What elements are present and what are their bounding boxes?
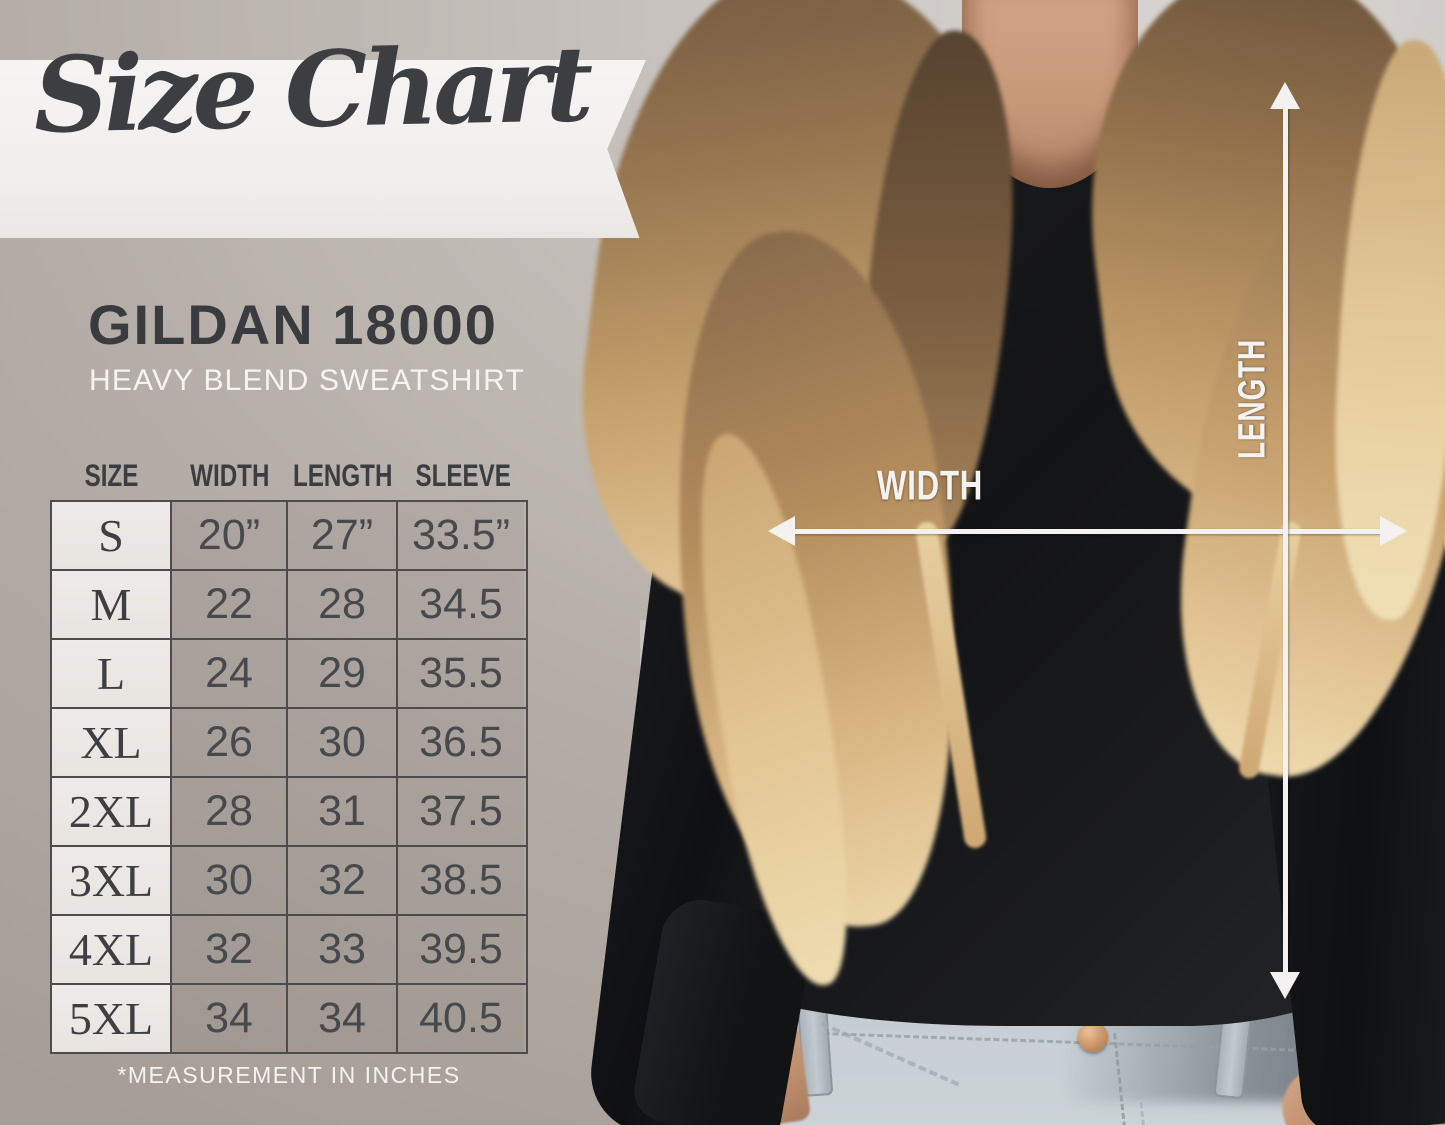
value-cell: 33 <box>288 916 398 983</box>
value-cell: 34 <box>172 985 288 1052</box>
value-cell: 32 <box>172 916 288 983</box>
value-cell: 34.5 <box>398 571 524 638</box>
model-photo <box>557 0 1445 1125</box>
length-arrow-line <box>1283 106 1288 974</box>
value-cell: 29 <box>288 640 398 707</box>
value-cell: 31 <box>288 778 398 845</box>
title-ribbon <box>0 60 646 238</box>
value-cell: 32 <box>288 847 398 914</box>
value-cell: 34 <box>288 985 398 1052</box>
length-arrowhead-bottom <box>1270 972 1300 999</box>
table-row: L 24 29 35.5 <box>52 638 526 707</box>
table-row: 5XL 34 34 40.5 <box>52 983 526 1052</box>
column-header: LENGTH <box>293 457 393 494</box>
value-cell: 24 <box>172 640 288 707</box>
measurement-footnote: *MEASUREMENT IN INCHES <box>117 1062 461 1088</box>
column-header: WIDTH <box>190 457 270 494</box>
size-table-header: SIZE WIDTH LENGTH SLEEVE <box>50 452 528 500</box>
value-cell: 40.5 <box>398 985 524 1052</box>
size-cell: 3XL <box>52 847 172 914</box>
value-cell: 30 <box>172 847 288 914</box>
value-cell: 30 <box>288 709 398 776</box>
value-cell: 28 <box>172 778 288 845</box>
width-arrowhead-left <box>768 516 795 546</box>
size-table: SIZE WIDTH LENGTH SLEEVE S 20” 27” 33.5” M 22 28 3… <box>50 452 528 1054</box>
value-cell: 22 <box>172 571 288 638</box>
size-cell: 5XL <box>52 985 172 1052</box>
value-cell: 27” <box>288 502 398 569</box>
table-row: 2XL 28 31 37.5 <box>52 776 526 845</box>
value-cell: 37.5 <box>398 778 524 845</box>
value-cell: 33.5” <box>398 502 524 569</box>
table-row: 4XL 32 33 39.5 <box>52 914 526 983</box>
column-header: SLEEVE <box>415 457 511 494</box>
width-measure-label: WIDTH <box>876 462 984 510</box>
value-cell: 38.5 <box>398 847 524 914</box>
value-cell: 20” <box>172 502 288 569</box>
value-cell: 35.5 <box>398 640 524 707</box>
table-row: XL 26 30 36.5 <box>52 707 526 776</box>
length-arrowhead-top <box>1270 82 1300 109</box>
width-arrowhead-right <box>1380 516 1407 546</box>
width-arrow-line <box>788 529 1386 534</box>
jeans-button <box>1078 1022 1108 1052</box>
size-cell: XL <box>52 709 172 776</box>
product-name: GILDAN 18000 <box>88 293 498 356</box>
size-cell: L <box>52 640 172 707</box>
table-row: 3XL 30 32 38.5 <box>52 845 526 914</box>
product-subtitle: HEAVY BLEND SWEATSHIRT <box>89 364 525 397</box>
size-cell: M <box>52 571 172 638</box>
value-cell: 28 <box>288 571 398 638</box>
page-title: Size Chart <box>32 21 590 157</box>
size-cell: 4XL <box>52 916 172 983</box>
size-cell: 2XL <box>52 778 172 845</box>
table-row: M 22 28 34.5 <box>52 569 526 638</box>
length-measure-label: LENGTH <box>1229 338 1273 460</box>
column-header: SIZE <box>84 457 138 494</box>
value-cell: 36.5 <box>398 709 524 776</box>
value-cell: 26 <box>172 709 288 776</box>
size-cell: S <box>52 502 172 569</box>
size-table-body: S 20” 27” 33.5” M 22 28 34.5 L 24 29 35.5 XL 26 30 36.5… <box>50 500 528 1054</box>
table-row: S 20” 27” 33.5” <box>52 502 526 569</box>
value-cell: 39.5 <box>398 916 524 983</box>
